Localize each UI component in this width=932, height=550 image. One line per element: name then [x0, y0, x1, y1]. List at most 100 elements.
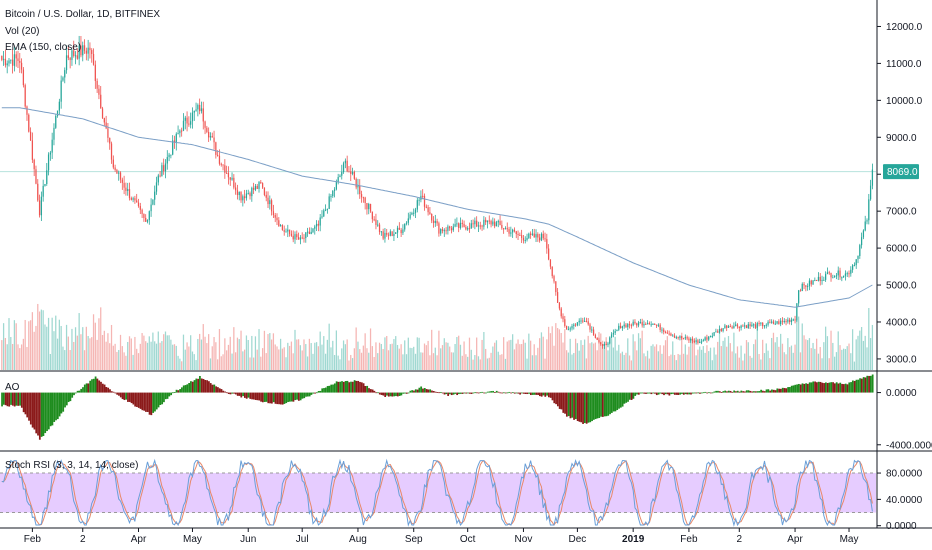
volume-bar — [173, 344, 176, 370]
candle-body — [22, 69, 25, 86]
candle-body — [583, 320, 586, 322]
ao-bar — [713, 391, 716, 393]
ao-bar — [445, 392, 448, 395]
ao-bar — [148, 392, 151, 415]
ao-bar — [24, 392, 27, 415]
volume-bar — [562, 342, 564, 370]
volume-bar — [763, 353, 766, 370]
ao-bar — [182, 385, 185, 393]
candle-body — [92, 53, 95, 65]
x-tick-label: Apr — [787, 534, 803, 545]
volume-bar — [808, 338, 811, 370]
candle-body — [504, 228, 507, 230]
ao-bar — [544, 392, 547, 397]
candlesticks[interactable] — [1, 35, 874, 349]
candle-body — [571, 325, 573, 329]
volume-bar — [641, 330, 643, 370]
volume-bar — [668, 356, 670, 370]
ao-bar — [324, 387, 327, 393]
ao-bar — [303, 392, 306, 399]
ao-bar — [814, 381, 816, 393]
volume-bar — [450, 352, 453, 370]
ao-bar — [467, 392, 469, 394]
volume-bar — [159, 342, 161, 370]
candle-body — [371, 211, 373, 220]
volume-bar — [628, 355, 631, 370]
volume-bar — [515, 343, 517, 370]
volume-bar — [333, 355, 336, 370]
volume-bar — [145, 341, 147, 370]
volume-bar — [53, 331, 55, 370]
volume-bar — [751, 357, 753, 370]
candle-body — [69, 57, 71, 60]
candle-body — [510, 232, 512, 234]
x-tick-label: Jul — [296, 534, 309, 545]
volume-bar — [132, 354, 134, 370]
ao-bar — [351, 381, 354, 393]
candle-body — [405, 222, 408, 224]
candle-body — [855, 259, 857, 266]
x-tick-label: Apr — [131, 534, 147, 545]
candle-body — [146, 220, 149, 222]
volume-bar — [398, 348, 400, 370]
candle-body — [587, 321, 589, 325]
volume-bar — [4, 337, 7, 370]
ao-bar — [49, 392, 52, 427]
volume-bar — [553, 345, 555, 370]
candle-body — [202, 108, 204, 122]
ao-bar — [348, 382, 351, 393]
volume-bar — [378, 342, 381, 370]
candle-body — [601, 344, 604, 346]
ao-bar — [285, 392, 288, 404]
candle-body — [486, 220, 489, 223]
candle-body — [851, 265, 854, 270]
volume-bar — [11, 344, 14, 370]
candle-body — [58, 101, 60, 111]
volume-bar — [634, 341, 636, 370]
candle-body — [416, 200, 418, 210]
ao-bar — [576, 392, 579, 422]
volume-bar — [46, 326, 48, 370]
candle-body — [641, 322, 643, 326]
candle-body — [477, 225, 480, 227]
candle-body — [342, 163, 345, 173]
candle-body — [112, 159, 114, 168]
volume-bar — [204, 336, 206, 370]
candle-body — [150, 204, 152, 212]
volume-bar — [869, 338, 872, 370]
candle-body — [605, 343, 607, 345]
ao-bar — [816, 382, 818, 393]
volume-bar — [648, 358, 650, 370]
volume-bar — [387, 350, 390, 370]
candle-body — [488, 220, 490, 222]
ao-bar — [418, 387, 421, 393]
candle-body — [341, 172, 343, 176]
volume-bar — [672, 341, 674, 370]
volume-bar — [170, 339, 172, 370]
ao-bar — [263, 392, 266, 402]
candle-body — [24, 85, 26, 107]
ao-bar — [380, 392, 383, 395]
ao-bar — [389, 392, 392, 397]
candle-body — [195, 109, 197, 111]
volume-bar — [267, 334, 269, 370]
candle-body — [244, 196, 246, 199]
ao-bar — [456, 392, 459, 396]
candle-body — [688, 338, 690, 341]
candle-body — [206, 127, 208, 132]
volume-bar — [711, 360, 713, 370]
ao-bar — [314, 392, 316, 394]
candle-body — [704, 337, 706, 341]
volume-bar — [197, 338, 199, 370]
symbol-title: Bitcoin / U.S. Dollar, 1D, BITFINEX — [5, 9, 160, 20]
ao-bar — [6, 392, 9, 407]
candle-body — [508, 229, 510, 234]
candle-body — [425, 206, 427, 208]
volume-bar — [533, 344, 535, 370]
candle-body — [450, 228, 453, 231]
volume-bar — [118, 349, 120, 370]
volume-bar — [592, 343, 595, 370]
volume-bar — [463, 341, 465, 370]
ao-bar — [571, 392, 574, 418]
